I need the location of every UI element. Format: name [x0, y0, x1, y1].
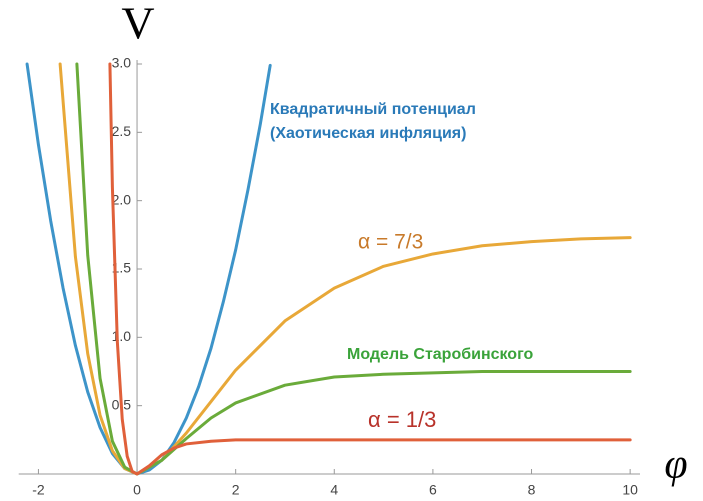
- curve: [108, 62, 632, 476]
- x-tick-label: 8: [528, 482, 536, 498]
- x-tick-label: 6: [429, 482, 437, 498]
- x-tick-label: 2: [232, 482, 240, 498]
- x-tick-label: 0: [133, 482, 141, 498]
- annotation: Квадратичный потенциал: [270, 101, 476, 118]
- y-tick-label: 2.0: [112, 191, 132, 207]
- annotation: (Хаотическая инфляция): [270, 125, 466, 142]
- curve: [25, 62, 272, 476]
- curve: [75, 62, 632, 476]
- y-tick-label: 1.0: [112, 328, 132, 344]
- annotation: α = 7/3: [358, 231, 423, 254]
- y-tick-label: 2.5: [112, 123, 132, 139]
- annotation: Модель Старобинского: [347, 346, 534, 363]
- curve: [58, 62, 632, 476]
- x-axis-label: φ: [664, 442, 687, 488]
- x-tick-label: 10: [622, 482, 638, 498]
- annotation: α = 1/3: [368, 407, 436, 432]
- y-tick-label: 3.0: [112, 55, 132, 71]
- x-tick-label: 4: [330, 482, 338, 498]
- x-tick-label: -2: [32, 482, 45, 498]
- y-axis-label: V: [121, 0, 154, 49]
